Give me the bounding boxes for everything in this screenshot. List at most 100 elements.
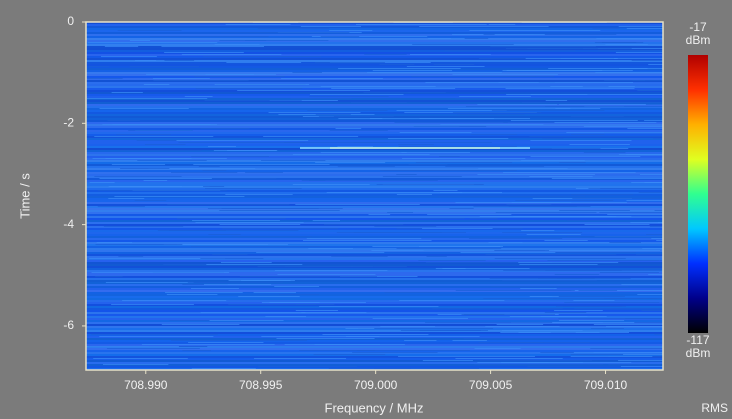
spectrogram-streak xyxy=(98,190,227,191)
spectrogram-streak xyxy=(204,284,271,285)
spectrogram-streak xyxy=(434,64,474,65)
spectrogram-streak xyxy=(563,306,626,307)
spectrogram-streak xyxy=(94,136,213,137)
spectrogram-streak xyxy=(319,306,438,307)
spectrogram-streak xyxy=(86,346,179,347)
spectrogram-row xyxy=(86,218,663,220)
spectrogram-streak xyxy=(394,122,507,123)
spectrogram-streak xyxy=(571,194,633,195)
spectrogram-streak xyxy=(595,72,700,73)
spectrogram-streak xyxy=(91,334,217,335)
spectrogram-streak xyxy=(503,270,622,271)
spectrogram-streak xyxy=(374,226,436,227)
spectrogram-streak xyxy=(584,126,682,127)
spectrogram-streak xyxy=(410,54,491,55)
spectrogram-streak xyxy=(164,52,244,53)
spectrogram-streak xyxy=(600,272,659,273)
colorbar-unit: dBm xyxy=(686,33,711,47)
spectrogram-streak xyxy=(105,46,138,47)
spectrogram-streak xyxy=(618,360,696,361)
spectrogram-streak xyxy=(112,92,143,93)
spectrogram-streak xyxy=(402,158,525,159)
spectrogram-streak xyxy=(370,118,494,119)
spectrogram-streak xyxy=(137,160,206,161)
signal-trace-core xyxy=(330,148,500,149)
spectrogram-streak xyxy=(606,326,690,327)
spectrogram-row xyxy=(86,128,663,130)
spectrogram-streak xyxy=(188,342,263,343)
spectrogram-streak xyxy=(463,338,576,339)
spectrogram-streak xyxy=(483,298,556,299)
spectrogram-streak xyxy=(459,96,531,97)
spectrogram-streak xyxy=(591,328,624,329)
spectrogram-row xyxy=(86,284,663,286)
spectrogram-streak xyxy=(545,312,586,313)
spectrogram-streak xyxy=(432,308,473,309)
spectrogram-streak xyxy=(425,82,538,83)
spectrogram-streak xyxy=(488,330,583,331)
spectrogram-streak xyxy=(660,52,732,53)
spectrogram-streak xyxy=(345,328,374,329)
spectrogram-streak xyxy=(295,204,419,205)
spectrogram-streak xyxy=(633,80,732,81)
spectrogram-streak xyxy=(307,238,422,239)
spectrogram-streak xyxy=(337,232,466,233)
spectrogram-streak xyxy=(631,182,732,183)
spectrogram-streak xyxy=(413,126,486,127)
spectrogram-streak xyxy=(545,250,660,251)
spectrogram-streak xyxy=(419,26,548,27)
spectrogram-streak xyxy=(574,308,665,309)
spectrogram-streak xyxy=(566,132,704,133)
spectrogram-streak xyxy=(106,282,194,283)
spectrogram-streak xyxy=(621,366,664,367)
spectrogram-row xyxy=(86,114,663,116)
spectrogram-streak xyxy=(585,224,650,225)
spectrogram-streak xyxy=(367,72,502,73)
spectrogram-row xyxy=(86,28,663,30)
spectrogram-streak xyxy=(202,170,226,171)
spectrogram-streak xyxy=(545,106,664,107)
spectrogram-streak xyxy=(387,212,413,213)
spectrogram-streak xyxy=(296,310,338,311)
spectrogram xyxy=(86,22,732,370)
spectrogram-streak xyxy=(520,288,556,289)
spectrogram-streak xyxy=(116,134,170,135)
spectrogram-row xyxy=(86,90,663,92)
spectrogram-streak xyxy=(616,52,660,53)
spectrogram-streak xyxy=(196,88,302,89)
spectrogram-streak xyxy=(92,272,230,273)
spectrogram-streak xyxy=(482,76,554,77)
spectrogram-streak xyxy=(221,32,350,33)
x-axis-title: Frequency / MHz xyxy=(325,400,424,415)
spectrogram-streak xyxy=(518,332,629,333)
spectrogram-row xyxy=(86,208,663,210)
spectrogram-streak xyxy=(299,350,374,351)
chart: Frequency / MHz Time / s -17 dBm -117 dB… xyxy=(0,0,732,419)
spectrogram-streak xyxy=(521,230,554,231)
spectrogram-streak xyxy=(515,200,613,201)
spectrogram-streak xyxy=(571,134,604,135)
spectrogram-streak xyxy=(453,340,487,341)
spectrogram-row xyxy=(86,170,663,172)
spectrogram-streak xyxy=(425,322,552,323)
spectrogram-streak xyxy=(203,186,224,187)
spectrogram-row xyxy=(86,38,663,40)
spectrogram-streak xyxy=(307,110,387,111)
spectrogram-streak xyxy=(456,290,575,291)
spectrogram-streak xyxy=(531,156,641,157)
spectrogram-row xyxy=(86,288,663,290)
spectrogram-streak xyxy=(555,108,600,109)
spectrogram-streak xyxy=(448,108,570,109)
spectrogram-streak xyxy=(503,172,636,173)
spectrogram-streak xyxy=(433,190,457,191)
spectrogram-row xyxy=(86,40,663,42)
spectrogram-streak xyxy=(269,302,366,303)
spectrogram-streak xyxy=(461,252,556,253)
spectrogram-streak xyxy=(588,188,661,189)
spectrogram-streak xyxy=(371,250,494,251)
spectrogram-streak xyxy=(632,60,675,61)
spectrogram-streak xyxy=(212,254,247,255)
spectrogram-streak xyxy=(497,324,543,325)
spectrogram-row xyxy=(86,76,663,78)
spectrogram-streak xyxy=(322,334,428,335)
